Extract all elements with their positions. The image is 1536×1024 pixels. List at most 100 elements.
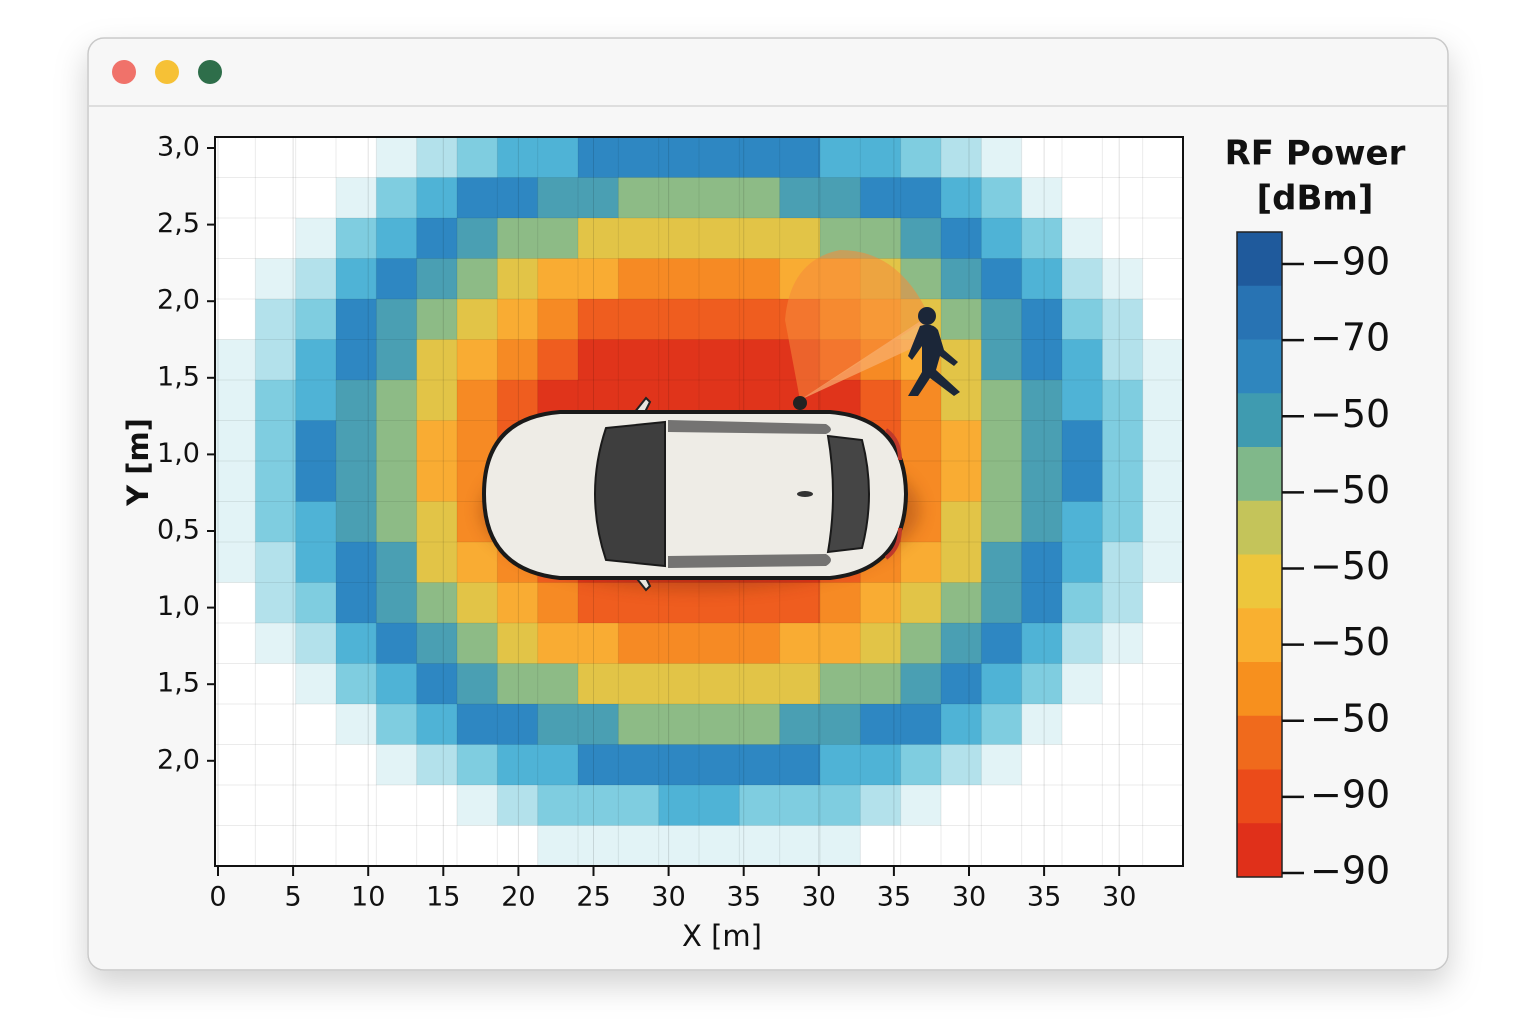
heat-cell xyxy=(578,299,619,341)
heat-cell xyxy=(820,137,861,179)
heat-cell xyxy=(416,744,458,786)
heat-cell xyxy=(981,704,1023,746)
heat-cell xyxy=(1021,785,1063,827)
heat-cell xyxy=(416,825,458,867)
heat-cell xyxy=(1102,501,1144,543)
colorbar-label: −50 xyxy=(1310,620,1390,664)
heat-cell xyxy=(336,582,377,624)
heat-cell xyxy=(255,339,297,381)
heat-cell xyxy=(457,623,498,665)
heat-cell xyxy=(457,299,498,341)
heat-cell xyxy=(295,380,337,422)
maximize-button[interactable] xyxy=(198,60,222,84)
heat-cell xyxy=(1021,299,1063,341)
colorbar-band xyxy=(1237,339,1282,394)
x-axis-label: X [m] xyxy=(682,919,762,953)
heat-cell xyxy=(1142,380,1184,422)
heat-cell xyxy=(336,299,377,341)
y-tick-label: 1,5 xyxy=(157,668,200,699)
heat-cell xyxy=(1142,339,1184,381)
colorbar-label: −50 xyxy=(1310,696,1390,740)
heat-cell xyxy=(376,218,418,260)
heat-cell xyxy=(336,663,377,705)
heat-cell xyxy=(618,744,660,786)
heat-cell xyxy=(900,420,942,462)
heat-cell xyxy=(1021,420,1063,462)
heat-cell xyxy=(699,744,740,786)
heat-cell xyxy=(537,825,579,867)
heat-cell xyxy=(295,582,337,624)
heat-cell xyxy=(255,218,297,260)
minimize-button[interactable] xyxy=(155,60,179,84)
heat-cell xyxy=(1021,542,1063,584)
heat-cell xyxy=(336,420,377,462)
heat-cell xyxy=(215,339,256,381)
heat-cell xyxy=(699,825,740,867)
heat-cell xyxy=(537,744,579,786)
colorbar-band xyxy=(1237,769,1282,824)
heat-cell xyxy=(699,177,740,219)
heat-cell xyxy=(941,542,982,584)
heat-cell xyxy=(1142,663,1184,705)
heat-cell xyxy=(376,299,418,341)
heat-cell xyxy=(497,623,539,665)
heat-cell xyxy=(457,825,498,867)
heat-cell xyxy=(1021,582,1063,624)
heat-cell xyxy=(376,825,418,867)
heat-cell xyxy=(416,380,458,422)
heat-cell xyxy=(1102,704,1144,746)
heat-cell xyxy=(1102,218,1144,260)
x-tick-label: 30 xyxy=(1102,882,1136,913)
heat-cell xyxy=(820,623,861,665)
heat-cell xyxy=(336,461,377,503)
heat-cell xyxy=(336,218,377,260)
heat-cell xyxy=(981,542,1023,584)
heat-cell xyxy=(1062,299,1103,341)
close-button[interactable] xyxy=(112,60,136,84)
heat-cell xyxy=(981,785,1023,827)
heat-cell xyxy=(739,785,781,827)
heat-cell xyxy=(537,177,579,219)
colorbar-band xyxy=(1237,232,1282,287)
heat-cell xyxy=(255,704,297,746)
heat-cell xyxy=(416,623,458,665)
heat-cell xyxy=(860,785,902,827)
heat-cell xyxy=(1062,825,1103,867)
heat-cell xyxy=(739,623,781,665)
heat-cell xyxy=(376,258,418,300)
heat-cell xyxy=(457,785,498,827)
heat-cell xyxy=(1102,177,1144,219)
heat-cell xyxy=(295,258,337,300)
heat-cell xyxy=(618,704,660,746)
heat-cell xyxy=(860,825,902,867)
heat-cell xyxy=(1102,258,1144,300)
heat-cell xyxy=(376,461,418,503)
heat-cell xyxy=(981,420,1023,462)
beam-ray xyxy=(800,318,930,400)
heat-cell xyxy=(215,542,256,584)
heat-cell xyxy=(699,623,740,665)
heat-cell xyxy=(1021,258,1063,300)
x-tick-label: 35 xyxy=(1027,882,1061,913)
heat-cell xyxy=(1102,299,1144,341)
heat-cell xyxy=(1102,825,1144,867)
heat-cell xyxy=(618,299,660,341)
heat-cell xyxy=(941,420,982,462)
heat-cell xyxy=(820,825,861,867)
heat-cell xyxy=(618,218,660,260)
heat-cell xyxy=(457,218,498,260)
heat-cell xyxy=(900,218,942,260)
colorbar-band xyxy=(1237,662,1282,717)
heat-cell xyxy=(1102,663,1144,705)
heat-cell xyxy=(1102,623,1144,665)
colorbar-label: −50 xyxy=(1310,468,1390,512)
heat-cell xyxy=(1062,177,1103,219)
heat-cell xyxy=(779,623,821,665)
heat-cell xyxy=(739,137,781,179)
heat-cell xyxy=(860,623,902,665)
x-tick-label: 30 xyxy=(651,882,685,913)
heat-cell xyxy=(1142,582,1184,624)
heat-cell xyxy=(376,582,418,624)
heat-cell xyxy=(779,177,821,219)
heat-cell xyxy=(457,663,498,705)
